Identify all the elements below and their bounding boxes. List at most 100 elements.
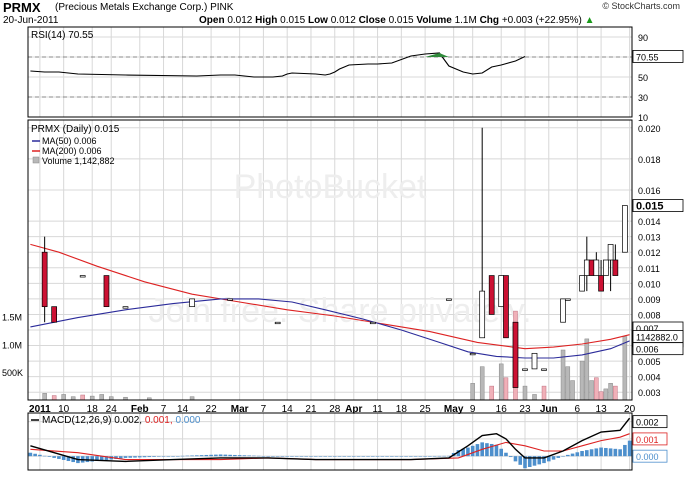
volume-bar <box>589 380 594 401</box>
macd-histogram-bar <box>161 456 166 457</box>
ma200-line <box>30 243 630 350</box>
x-axis-label: 11 <box>372 404 383 415</box>
macd-histogram-bar <box>275 456 280 457</box>
volume-bar <box>42 393 47 401</box>
macd-histogram-bar <box>499 448 504 457</box>
x-axis-label: 13 <box>596 404 608 415</box>
macd-histogram-bar <box>580 451 584 457</box>
macd-histogram-bar <box>589 449 594 457</box>
chart-date: 20-Jun-2011 <box>3 15 59 26</box>
macd-histogram-bar <box>285 456 289 457</box>
rsi-legend: RSI(14) 70.55 <box>31 30 94 41</box>
macd-histogram-bar <box>608 448 613 457</box>
x-axis-label: 23 <box>519 404 531 415</box>
candle-body <box>446 298 452 301</box>
macd-current-label: 0.000 <box>636 452 659 462</box>
macd-histogram-bar <box>57 456 61 459</box>
low-value: 0.012 <box>330 15 356 26</box>
volume-bar <box>565 366 571 401</box>
macd-histogram-bar <box>332 456 337 457</box>
volume-label: Volume <box>416 15 452 26</box>
volume-bar <box>532 394 537 401</box>
macd-legend-part-1: 0.002, <box>114 415 145 426</box>
macd-histogram-bar <box>556 456 561 458</box>
candle-body <box>602 259 609 276</box>
candle-body <box>607 244 614 261</box>
macd-histogram-bar <box>518 456 523 465</box>
macd-histogram-bar <box>261 456 266 457</box>
macd-histogram-bar <box>366 456 370 457</box>
macd-histogram-bar <box>290 456 294 457</box>
macd-histogram-bar <box>218 454 223 457</box>
copyright-text: © StockCharts.com <box>602 1 680 11</box>
macd-histogram-bar <box>142 456 147 458</box>
price-tick-label: 0.018 <box>638 155 661 165</box>
macd-histogram-bar <box>247 455 251 457</box>
macd-histogram-bar <box>323 456 328 457</box>
macd-histogram-bar <box>618 449 622 457</box>
macd-current-label-box-1 <box>632 432 668 446</box>
macd-histogram-bar <box>394 456 399 457</box>
price-tick-label: 0.020 <box>638 124 661 134</box>
macd-histogram-bar <box>309 456 313 457</box>
macd-histogram-bar <box>33 453 37 457</box>
high-label: High <box>255 15 278 26</box>
macd-histogram-bar <box>118 456 123 459</box>
macd-histogram-bar <box>599 447 603 457</box>
price-tick-label: 0.008 <box>638 310 661 320</box>
candle-body <box>612 259 619 276</box>
volume-bar <box>80 394 85 401</box>
macd-histogram-bar <box>47 456 52 457</box>
open-label: Open <box>199 15 225 26</box>
x-axis-label: 24 <box>106 404 118 415</box>
volume-bar <box>613 385 618 401</box>
macd-histogram-bar <box>494 444 499 457</box>
chg-up-icon: ▲ <box>584 15 595 26</box>
candle-body <box>522 368 528 371</box>
macd-histogram-bar <box>523 456 527 469</box>
candle-body <box>622 205 628 253</box>
macd-histogram-bar <box>99 456 104 461</box>
price-current-label: 0.015 <box>636 201 664 213</box>
low-label: Low <box>307 15 328 26</box>
rsi-overbought-fill <box>425 53 449 57</box>
macd-histogram-bar <box>456 450 461 457</box>
macd-histogram-bar <box>61 456 66 460</box>
macd-histogram-bar <box>623 444 627 457</box>
macd-histogram-bar <box>527 456 532 467</box>
price-tick-label: 0.010 <box>638 279 661 289</box>
price-tick-label: 0.012 <box>638 248 661 258</box>
macd-histogram-bar <box>404 456 408 457</box>
candle-body <box>598 275 604 292</box>
rsi-tick-label: 10 <box>638 113 648 123</box>
candle-body <box>498 275 505 308</box>
x-axis-label: 22 <box>206 404 218 415</box>
price-tick-label: 0.005 <box>638 357 661 367</box>
macd-histogram-bar <box>604 447 608 457</box>
macd-histogram-bar <box>470 445 475 457</box>
ma50-line <box>30 298 630 359</box>
macd-histogram-bar <box>104 456 109 460</box>
candle-body <box>369 321 376 325</box>
ma50-legend: MA(50) 0.006 <box>42 136 97 146</box>
macd-histogram-bar <box>199 455 204 457</box>
candle-body <box>488 275 495 315</box>
volume-tick-label: 1.5M <box>2 313 22 323</box>
candle-body <box>189 298 195 308</box>
volume-bar <box>503 377 509 401</box>
macd-histogram-bar <box>447 455 451 457</box>
candle-body <box>122 306 129 309</box>
macd-current-label: 0.002 <box>636 418 659 428</box>
volume-bar <box>594 377 599 401</box>
macd-histogram-bar <box>413 456 418 457</box>
volume-current-label: 1142882.0 <box>636 333 678 343</box>
macd-histogram-bar <box>375 456 380 457</box>
macd-histogram-bar <box>542 456 546 464</box>
x-axis-label: Jun <box>540 404 558 415</box>
macd-histogram-bar <box>561 456 565 457</box>
price-tick-label: 0.014 <box>638 217 661 227</box>
volume-bar <box>541 385 547 401</box>
price-tick-label: 0.013 <box>638 233 661 243</box>
ma200-legend: MA(200) 0.006 <box>42 146 102 156</box>
macd-histogram-bar <box>466 447 470 457</box>
